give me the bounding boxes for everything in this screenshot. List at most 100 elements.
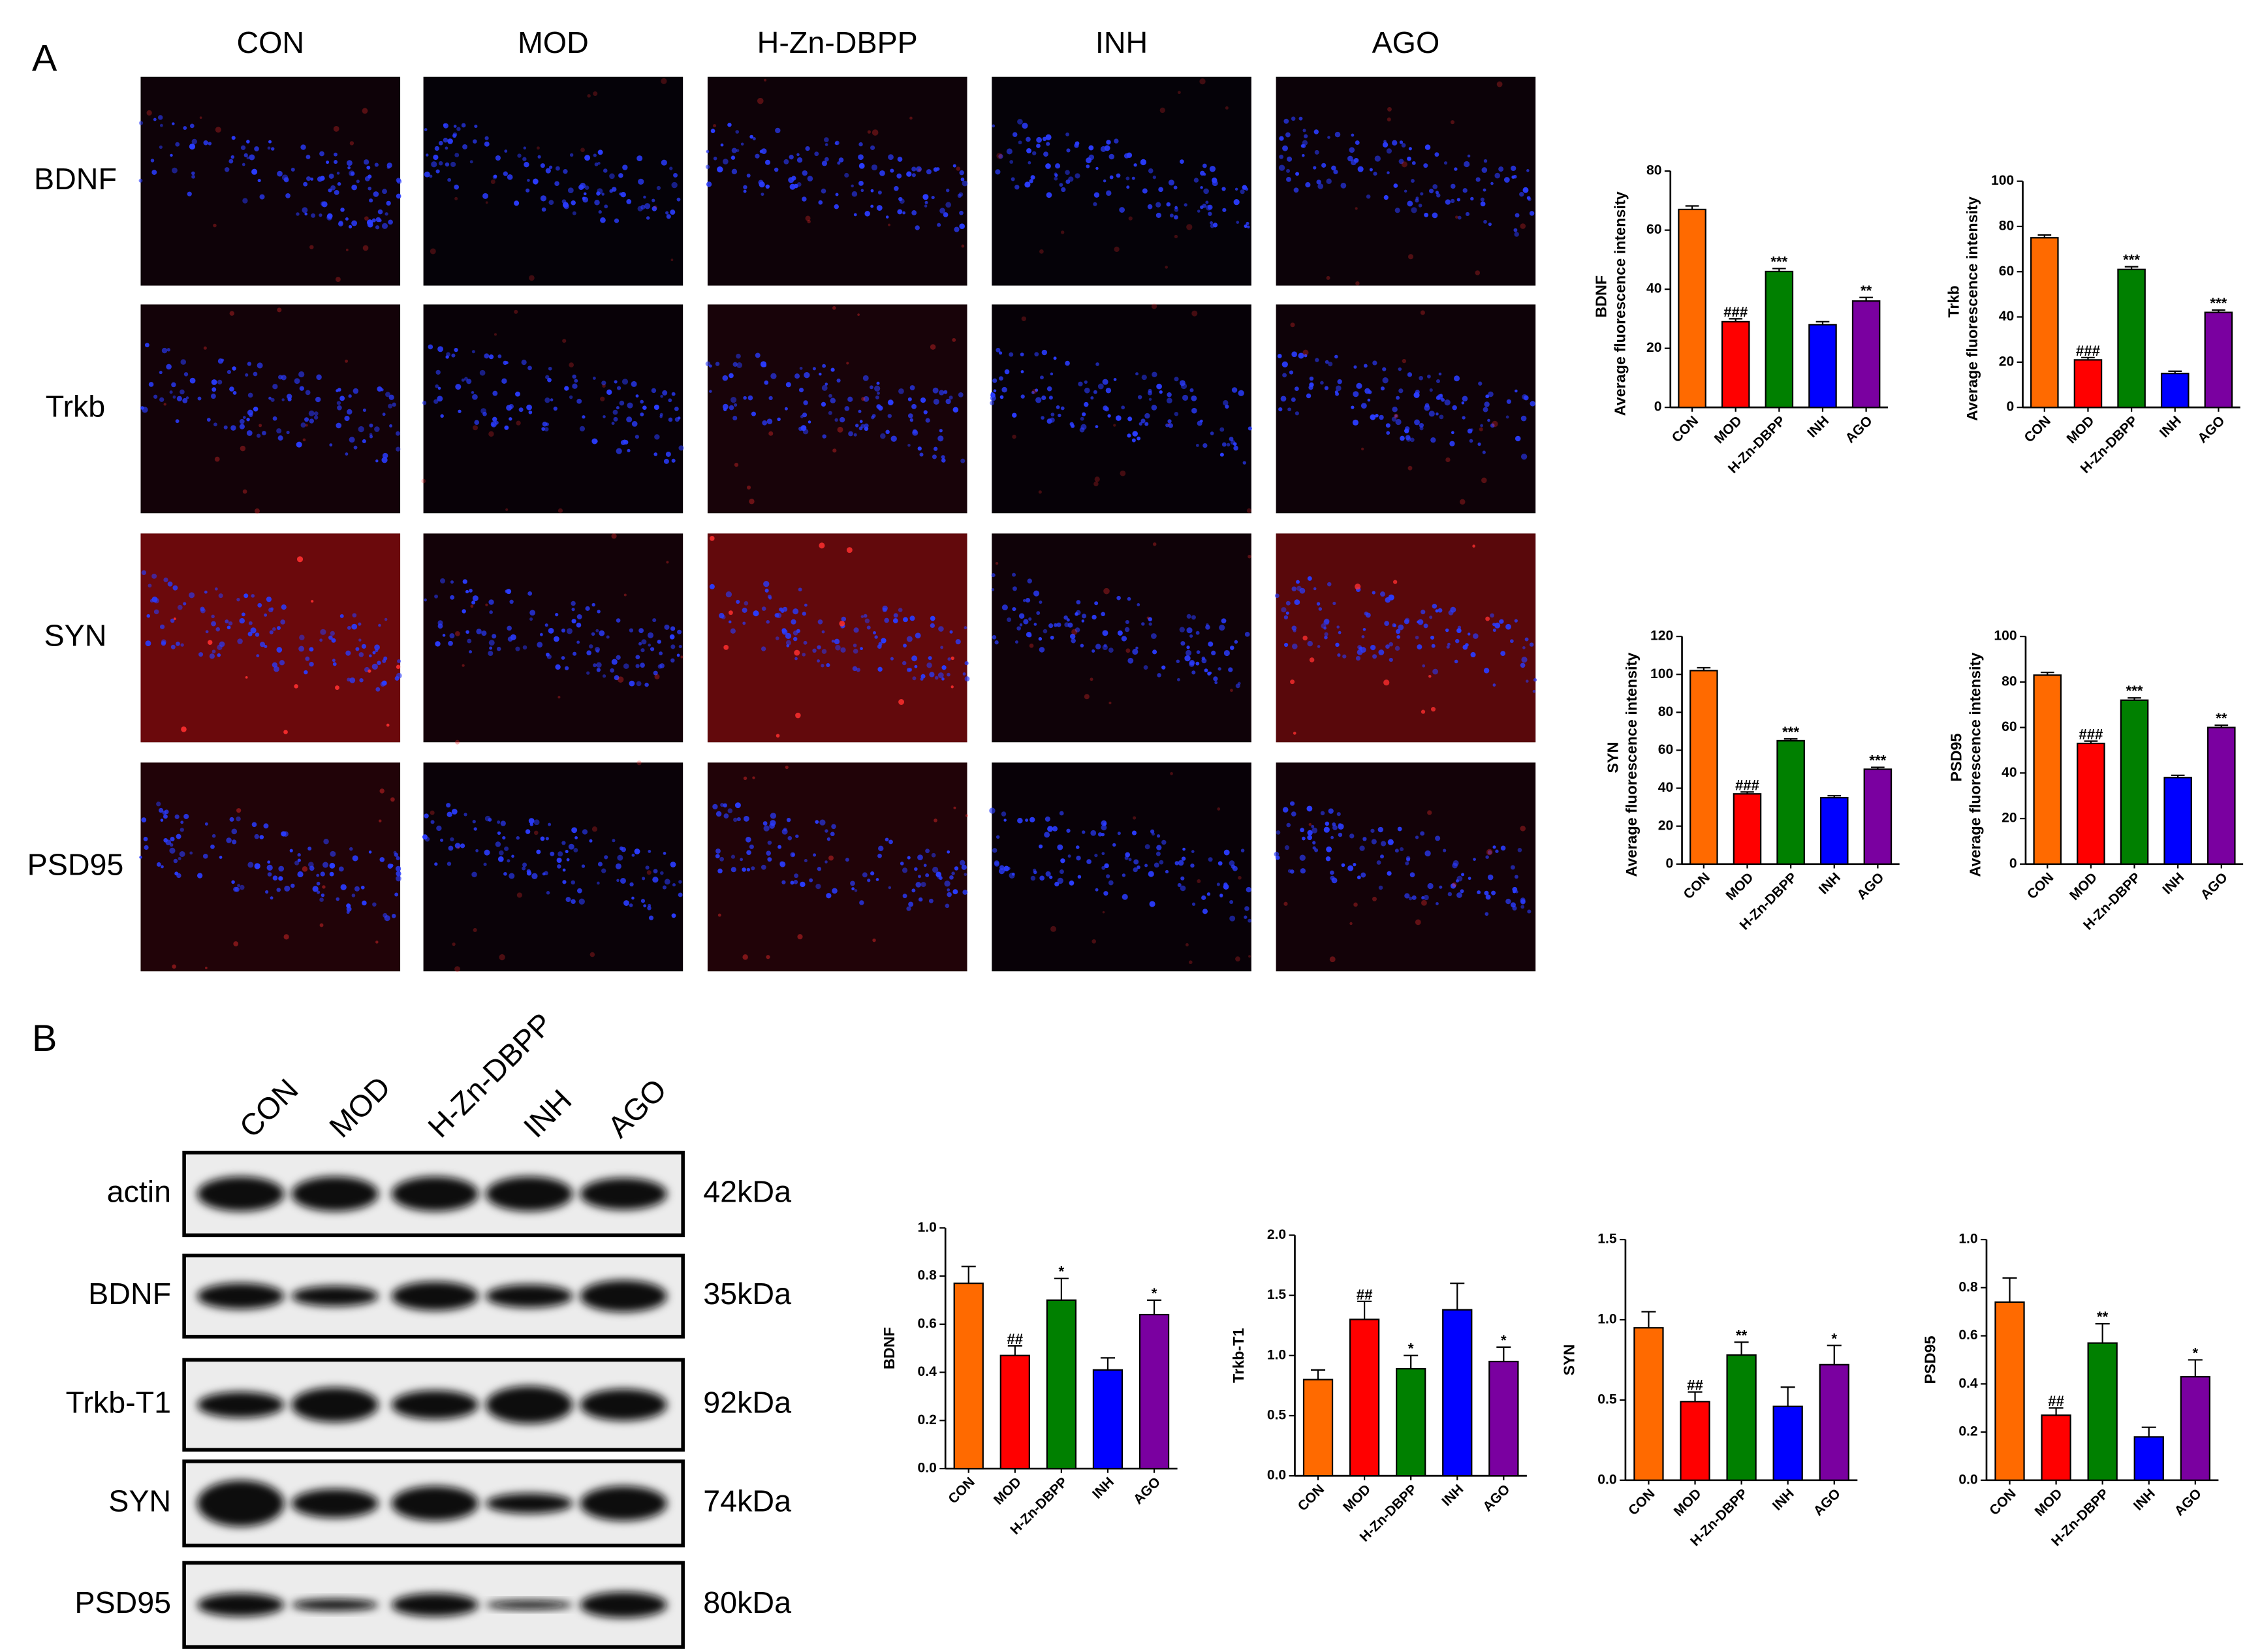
nucleus (888, 154, 894, 161)
nucleus (761, 148, 767, 154)
nucleus (1065, 360, 1070, 366)
micrograph-bg (707, 762, 967, 972)
nucleus (1492, 683, 1496, 687)
nucleus (1144, 413, 1150, 419)
x-tick-label: CON (2022, 413, 2054, 445)
nucleus (1424, 144, 1431, 150)
nucleus (1128, 858, 1132, 862)
nucleus (1307, 576, 1312, 581)
nucleus (899, 198, 905, 204)
y-tick-label: 1.0 (1267, 1347, 1286, 1362)
nucleus (1180, 382, 1187, 390)
nucleus (999, 395, 1004, 399)
nucleus (1151, 405, 1157, 411)
nucleus (1483, 668, 1490, 674)
nucleus (1417, 619, 1424, 625)
nucleus (668, 398, 672, 403)
nucleus (571, 827, 578, 834)
nucleus (447, 138, 453, 144)
significance: * (1831, 1330, 1837, 1347)
y-axis-title: Trkb-T1 (1230, 1328, 1247, 1383)
signal (1387, 106, 1392, 112)
nucleus (375, 649, 379, 653)
error-bar (2124, 266, 2139, 270)
nucleus (1468, 877, 1471, 881)
nucleus (395, 865, 401, 872)
nucleus (1075, 173, 1080, 179)
nucleus (1125, 619, 1129, 625)
nucleus (455, 384, 462, 390)
nucleus (1520, 453, 1528, 460)
nucleus (247, 362, 252, 366)
nucleus (1324, 635, 1328, 640)
nucleus (206, 418, 211, 422)
nucleus (316, 873, 320, 877)
error-bar (2171, 774, 2185, 778)
nucleus (561, 628, 566, 633)
nucleus (1210, 221, 1214, 225)
signal (1039, 249, 1044, 254)
nucleus (659, 414, 663, 418)
nucleus (821, 188, 826, 194)
nucleus (304, 670, 308, 675)
nucleus (1298, 116, 1303, 121)
nucleus (247, 392, 253, 398)
nucleus (1246, 221, 1249, 225)
nucleus (627, 402, 633, 409)
nucleus (612, 839, 616, 843)
nucleus (372, 902, 377, 907)
nucleus (902, 867, 908, 873)
y-tick-label: 1.0 (1597, 1312, 1616, 1327)
nucleus (277, 170, 283, 177)
signal (311, 600, 314, 603)
nucleus (545, 422, 549, 426)
nucleus (881, 638, 887, 644)
nucleus (1032, 151, 1037, 155)
nucleus (647, 632, 654, 638)
nucleus (426, 153, 429, 157)
nucleus (1018, 140, 1022, 145)
micrograph (140, 304, 401, 514)
significance: * (1408, 1341, 1414, 1357)
nucleus (1415, 635, 1419, 640)
nucleus (571, 899, 576, 904)
nucleus (1484, 912, 1489, 916)
nucleus (710, 129, 715, 133)
nucleus (1219, 625, 1225, 631)
nucleus (1116, 173, 1121, 178)
nucleus (183, 602, 187, 606)
nucleus (1446, 645, 1450, 649)
nucleus (1443, 849, 1447, 852)
nucleus (1236, 221, 1240, 224)
nucleus (272, 627, 276, 631)
nucleus (1075, 612, 1078, 616)
nucleus (311, 213, 316, 218)
nucleus (1012, 413, 1017, 418)
nucleus (1176, 659, 1180, 663)
nucleus (906, 668, 911, 672)
nucleus (1435, 609, 1439, 613)
nucleus (1323, 619, 1330, 626)
nucleus (203, 140, 208, 146)
nucleus (239, 418, 245, 424)
nucleus (369, 198, 373, 203)
nucleus (471, 600, 476, 605)
nucleus (629, 903, 633, 907)
nucleus (793, 631, 798, 636)
nucleus (555, 613, 559, 617)
signal (1152, 542, 1157, 546)
nucleus (189, 592, 195, 599)
nucleus (1041, 395, 1046, 401)
row-label: PSD95 (27, 848, 124, 882)
nucleus (437, 396, 443, 402)
nucleus (1394, 414, 1398, 418)
nucleus (169, 847, 176, 854)
nucleus (447, 811, 452, 817)
nucleus (744, 600, 749, 606)
nucleus (1338, 832, 1343, 837)
x-tick-label: INH (2131, 1486, 2158, 1514)
significance: ### (2076, 343, 2100, 359)
nucleus (841, 616, 847, 622)
nucleus (180, 643, 184, 647)
nucleus (674, 406, 679, 411)
